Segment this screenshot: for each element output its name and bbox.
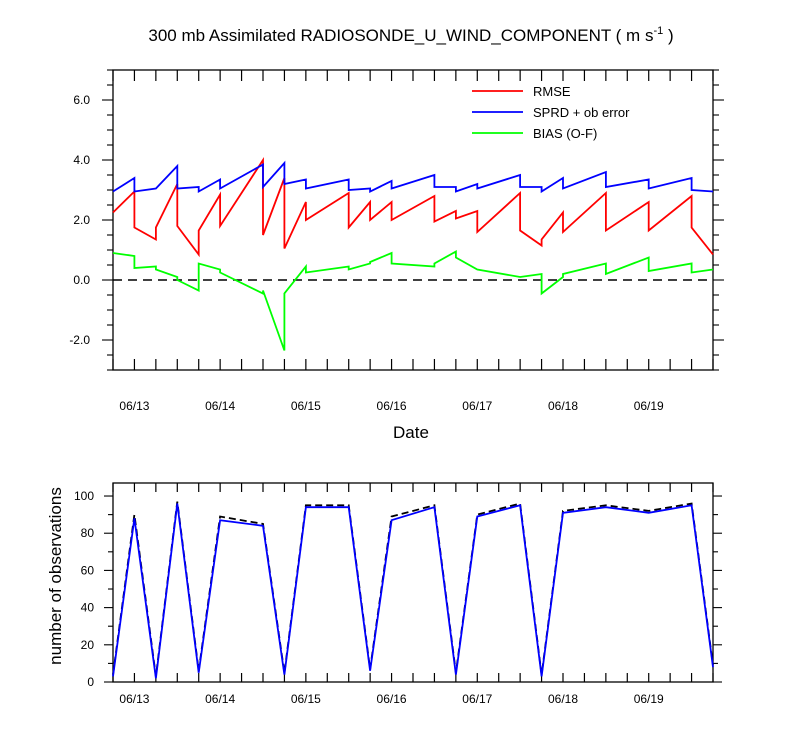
legend-label-bias-o-f: BIAS (O-F) [533,126,597,141]
bottom-axis-labels: 06/13 06/14 06/15 06/16 06/17 06/18 06/19 0 20 40… [74,489,664,706]
bottom-ylabel: number of observations [46,487,65,665]
top-x-tick-label: 06/18 [548,399,578,413]
bottom-x-tick-label: 06/18 [548,692,578,706]
top-x-tick-label: 06/16 [377,399,407,413]
top-series-rmse [112,156,714,258]
chart-title-superscript: -1 [653,25,663,37]
chart-title-main: 300 mb Assimilated RADIOSONDE_U_WIND_COM… [148,26,653,45]
top-x-tick-label: 06/15 [291,399,321,413]
bottom-x-tick-label: 06/13 [119,692,149,706]
bottom-x-tick-label: 06/19 [634,692,664,706]
legend-label-rmse: RMSE [533,84,571,99]
bottom-series-assimilated-observations [112,503,714,679]
bottom-y-tick-label: 80 [81,526,95,540]
bottom-panel: 06/13 06/14 06/15 06/16 06/17 06/18 06/19 0 20 40… [46,482,722,706]
bottom-x-tick-label: 06/17 [462,692,492,706]
top-panel: 06/13 06/14 06/15 06/16 06/17 06/18 06/19 -2.0 0… [69,69,724,442]
bottom-x-tick-label: 06/14 [205,692,235,706]
bottom-x-tick-label: 06/16 [377,692,407,706]
top-y-tick-label: -2.0 [69,333,90,347]
top-series-bias-o-f [112,249,714,351]
top-axis-labels: 06/13 06/14 06/15 06/16 06/17 06/18 06/19 -2.0 0… [69,93,664,413]
chart-title: 300 mb Assimilated RADIOSONDE_U_WIND_COM… [148,25,673,45]
top-y-tick-label: 0.0 [73,273,90,287]
top-xlabel: Date [393,423,429,442]
chart-title-end: ) [663,26,673,45]
bottom-y-tick-label: 40 [81,601,95,615]
bottom-x-tick-label: 06/15 [291,692,321,706]
legend-label-sprd-ob-error: SPRD + ob error [533,105,630,120]
bottom-y-tick-label: 100 [74,489,94,503]
top-x-tick-label: 06/13 [119,399,149,413]
bottom-y-tick-label: 0 [87,675,94,689]
top-series-sprd-ob-error [112,160,714,194]
bottom-y-tick-label: 20 [81,638,95,652]
bottom-series-possible-observations [112,501,714,677]
top-y-tick-label: 4.0 [73,153,90,167]
top-y-tick-label: 6.0 [73,93,90,107]
top-x-tick-label: 06/14 [205,399,235,413]
top-x-tick-label: 06/19 [634,399,664,413]
top-x-tick-label: 06/17 [462,399,492,413]
top-series-group [112,156,714,351]
bottom-y-tick-label: 60 [81,563,95,577]
top-y-tick-label: 2.0 [73,213,90,227]
legend: RMSE SPRD + ob error BIAS (O-F) [472,84,630,141]
top-axis-ticks [102,69,724,371]
bottom-series-group [112,501,714,679]
